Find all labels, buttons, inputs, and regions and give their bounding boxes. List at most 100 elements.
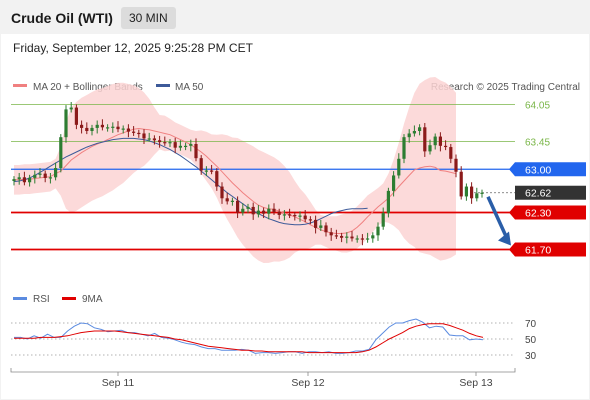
candle-body — [147, 138, 151, 140]
candle-body — [262, 210, 266, 214]
candle-body — [381, 213, 385, 227]
time-label-1: Sep 12 — [291, 377, 324, 389]
timeframe-button[interactable]: 30 MIN — [121, 7, 176, 29]
candle-body — [48, 177, 52, 179]
candle-body — [74, 107, 78, 125]
candle-body — [433, 136, 437, 146]
ma50-legend-label: MA 50 — [175, 82, 204, 93]
candle-body — [59, 137, 63, 169]
time-label-0: Sep 11 — [102, 377, 135, 389]
candle-body — [33, 174, 37, 178]
candle-body — [241, 208, 245, 213]
candle-body — [251, 206, 255, 215]
candle-body — [418, 127, 422, 132]
candle-body — [95, 124, 99, 128]
candle-body — [355, 238, 359, 240]
forecast-arrow-head — [498, 231, 511, 246]
candle-body — [444, 145, 448, 148]
candle-body — [376, 226, 380, 236]
candle-body — [230, 200, 234, 202]
candle-body — [121, 128, 125, 130]
candle-body — [142, 133, 146, 139]
candle-body — [438, 136, 442, 146]
credit-text: Research © 2025 Trading Central — [431, 82, 580, 93]
candle-body — [210, 170, 214, 172]
candle-body — [90, 127, 94, 132]
forecast-arrow-shaft — [486, 196, 509, 240]
candle-body — [308, 219, 312, 221]
candle-body — [475, 193, 479, 199]
candle-body — [366, 238, 370, 240]
candle-body — [28, 177, 32, 183]
candle-body — [199, 158, 203, 171]
candle-body — [397, 158, 401, 176]
candle-body — [282, 214, 286, 216]
candle-body — [168, 142, 172, 144]
level-label-61.70: 61.70 — [525, 245, 551, 257]
level-tag-62.30 — [509, 205, 586, 220]
ma9-legend-label: 9MA — [82, 294, 103, 305]
candle-body — [277, 211, 281, 215]
candle-body — [194, 143, 198, 159]
bollinger-band — [14, 77, 456, 263]
candle-body — [132, 131, 136, 133]
price-legend: MA 20 + Bollinger Bands MA 50 Research ©… — [13, 82, 580, 93]
candle-body — [220, 186, 224, 199]
rsi-line — [14, 318, 484, 354]
candle-body — [454, 158, 458, 172]
candle-body — [329, 232, 333, 236]
candle-body — [360, 238, 364, 240]
candle-body — [12, 179, 16, 182]
level-tag-63.00 — [509, 162, 586, 177]
moving-averages — [13, 127, 457, 234]
candle-body — [402, 137, 406, 159]
ma20-line — [14, 127, 457, 234]
ma9-legend-swatch — [62, 297, 76, 300]
level-label-64.05: 64.05 — [525, 100, 550, 111]
candle-body — [225, 198, 229, 202]
current-price-tag — [515, 185, 586, 200]
candle-body — [152, 138, 156, 141]
candle-body — [449, 147, 453, 159]
candle-body — [184, 145, 188, 148]
candle-body — [38, 173, 42, 175]
candle-body — [236, 200, 240, 213]
rsi-legend-label: RSI — [33, 294, 50, 305]
candle-body — [163, 142, 167, 144]
rsi-tick-70: 70 — [525, 319, 537, 330]
candle-body — [480, 192, 484, 194]
candle-body — [204, 170, 208, 172]
candle-body — [303, 215, 307, 220]
rsi-panel: 70 50 30 — [11, 318, 537, 362]
candle-body — [334, 235, 338, 237]
candle-body — [158, 140, 162, 143]
rsi-legend-swatch — [13, 297, 27, 300]
candle-body — [464, 186, 468, 197]
candle-body — [459, 171, 463, 197]
candle-body — [392, 175, 396, 191]
candle-body — [428, 145, 432, 152]
candle-body — [17, 177, 21, 180]
candle-body — [298, 215, 302, 217]
ma20-legend-swatch — [13, 84, 27, 87]
level-labels: 64.05 63.45 63.00 62.62 62.30 61.70 — [486, 100, 586, 257]
level-label-62.30: 62.30 — [525, 207, 551, 219]
candle-body — [324, 225, 328, 233]
candle-body — [22, 177, 26, 183]
candle-body — [407, 133, 411, 138]
current-price-label: 62.62 — [525, 188, 551, 200]
candle-body — [386, 190, 390, 214]
candle-body — [256, 210, 260, 215]
ma9-line — [14, 323, 484, 354]
candle-body — [178, 145, 182, 148]
candle-body — [314, 219, 318, 228]
candle-body — [137, 132, 141, 135]
candle-body — [293, 214, 297, 217]
datetime-label: Friday, September 12, 2025 9:25:28 PM CE… — [13, 41, 253, 55]
candle-body — [267, 208, 271, 214]
level-label-63.45: 63.45 — [525, 138, 550, 149]
candle-body — [340, 235, 344, 238]
rsi-legend: RSI 9MA — [13, 294, 103, 305]
bollinger-band-area — [14, 77, 456, 263]
candle-body — [371, 235, 375, 239]
